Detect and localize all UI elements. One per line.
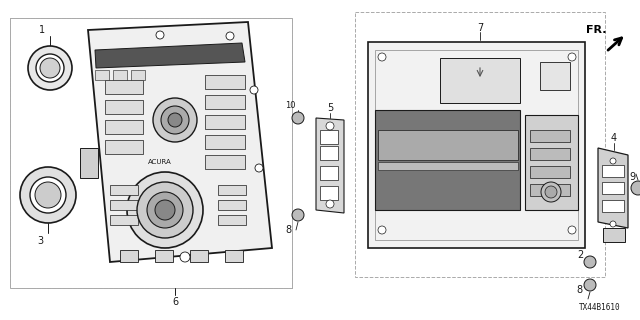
Circle shape bbox=[155, 200, 175, 220]
Bar bbox=[540, 62, 570, 90]
Circle shape bbox=[584, 279, 596, 291]
Bar bbox=[320, 146, 338, 160]
Circle shape bbox=[292, 209, 304, 221]
Circle shape bbox=[153, 98, 197, 142]
Text: ACURA: ACURA bbox=[148, 159, 172, 165]
Circle shape bbox=[250, 86, 258, 94]
Polygon shape bbox=[316, 118, 344, 213]
Circle shape bbox=[40, 58, 60, 78]
Circle shape bbox=[168, 113, 182, 127]
Circle shape bbox=[610, 158, 616, 164]
Text: 5: 5 bbox=[327, 103, 333, 113]
Circle shape bbox=[28, 46, 72, 90]
Circle shape bbox=[568, 53, 576, 61]
Bar bbox=[205, 75, 245, 89]
Circle shape bbox=[137, 182, 193, 238]
Bar bbox=[155, 250, 173, 262]
Circle shape bbox=[180, 252, 190, 262]
Bar bbox=[602, 165, 624, 177]
Bar bbox=[190, 250, 208, 262]
Circle shape bbox=[226, 32, 234, 40]
Circle shape bbox=[255, 164, 263, 172]
Bar bbox=[105, 100, 143, 114]
Text: 3: 3 bbox=[37, 236, 43, 246]
Text: 9: 9 bbox=[629, 172, 635, 182]
Circle shape bbox=[20, 167, 76, 223]
Circle shape bbox=[545, 186, 557, 198]
Text: 8: 8 bbox=[285, 225, 291, 235]
Circle shape bbox=[584, 256, 596, 268]
Bar bbox=[378, 162, 518, 170]
Bar bbox=[225, 250, 243, 262]
Circle shape bbox=[541, 182, 561, 202]
Bar bbox=[602, 182, 624, 194]
Circle shape bbox=[147, 192, 183, 228]
Bar bbox=[218, 200, 246, 210]
Bar bbox=[10, 18, 292, 288]
Bar bbox=[205, 95, 245, 109]
Polygon shape bbox=[88, 22, 272, 262]
Bar bbox=[218, 185, 246, 195]
Circle shape bbox=[631, 181, 640, 195]
Bar bbox=[440, 58, 520, 103]
Text: 2: 2 bbox=[577, 250, 583, 260]
Circle shape bbox=[161, 106, 189, 134]
Circle shape bbox=[292, 112, 304, 124]
Text: 10: 10 bbox=[285, 100, 295, 109]
Bar bbox=[105, 120, 143, 134]
Circle shape bbox=[378, 53, 386, 61]
Bar bbox=[131, 70, 145, 80]
Bar bbox=[205, 155, 245, 169]
Circle shape bbox=[127, 172, 203, 248]
Bar bbox=[110, 185, 138, 195]
Text: 8: 8 bbox=[576, 285, 582, 295]
Polygon shape bbox=[95, 43, 245, 68]
Circle shape bbox=[326, 200, 334, 208]
Text: TX44B1610: TX44B1610 bbox=[579, 302, 621, 311]
Circle shape bbox=[30, 177, 66, 213]
Circle shape bbox=[378, 226, 386, 234]
Circle shape bbox=[156, 31, 164, 39]
Bar bbox=[530, 148, 570, 160]
Polygon shape bbox=[368, 42, 585, 248]
Bar bbox=[120, 250, 138, 262]
Circle shape bbox=[568, 226, 576, 234]
Bar bbox=[530, 130, 570, 142]
Circle shape bbox=[326, 122, 334, 130]
Bar bbox=[320, 186, 338, 200]
Bar bbox=[95, 70, 109, 80]
Circle shape bbox=[610, 221, 616, 227]
Bar bbox=[110, 200, 138, 210]
Bar bbox=[378, 130, 518, 160]
Bar bbox=[530, 184, 570, 196]
Bar bbox=[10, 18, 292, 288]
Bar bbox=[320, 166, 338, 180]
Bar bbox=[603, 228, 625, 242]
Circle shape bbox=[36, 54, 64, 82]
Bar bbox=[80, 148, 98, 178]
Text: 4: 4 bbox=[611, 133, 617, 143]
Bar bbox=[355, 12, 605, 277]
Bar bbox=[110, 215, 138, 225]
Polygon shape bbox=[598, 148, 628, 228]
Text: 6: 6 bbox=[172, 297, 178, 307]
Bar bbox=[602, 200, 624, 212]
Polygon shape bbox=[525, 115, 578, 210]
Text: FR.: FR. bbox=[586, 25, 606, 35]
Bar bbox=[105, 80, 143, 94]
Bar bbox=[205, 115, 245, 129]
Text: 7: 7 bbox=[477, 23, 483, 33]
Polygon shape bbox=[375, 110, 520, 210]
Bar bbox=[530, 166, 570, 178]
Bar bbox=[113, 70, 127, 80]
Bar bbox=[105, 140, 143, 154]
Circle shape bbox=[35, 182, 61, 208]
Bar bbox=[205, 135, 245, 149]
Bar bbox=[320, 130, 338, 144]
Bar bbox=[218, 215, 246, 225]
Text: 1: 1 bbox=[39, 25, 45, 35]
